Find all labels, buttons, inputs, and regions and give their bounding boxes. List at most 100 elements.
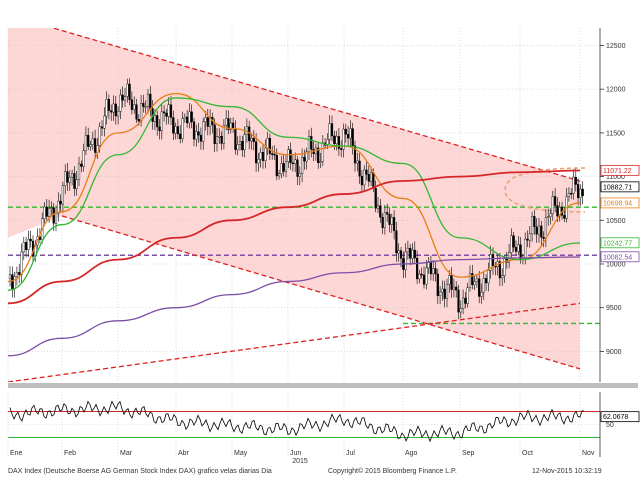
candle-body xyxy=(393,217,396,231)
x-tick-label: Oct xyxy=(522,450,533,457)
candle-body xyxy=(457,289,460,313)
candle-body xyxy=(485,278,488,284)
candle-body xyxy=(337,136,340,149)
candle-body xyxy=(144,106,147,108)
candle-body xyxy=(167,104,170,117)
candle-body xyxy=(367,174,370,182)
candle-body xyxy=(89,144,92,147)
candle-body xyxy=(123,96,127,101)
candle-body xyxy=(291,162,294,165)
x-tick-label: Nov xyxy=(582,450,595,457)
candle-body xyxy=(11,274,14,290)
candle-body xyxy=(577,184,580,199)
oscillator-tags: 62.0678 xyxy=(600,411,640,423)
candle-body xyxy=(25,242,28,251)
candle-body xyxy=(165,112,168,117)
candle-body xyxy=(462,297,465,309)
candle-body xyxy=(503,258,506,276)
candle-body xyxy=(579,188,582,199)
candle-body xyxy=(243,134,246,151)
candle-body xyxy=(188,111,191,124)
candle-body xyxy=(498,261,501,279)
candle-body xyxy=(524,238,527,259)
candle-body xyxy=(358,160,361,177)
candle-body xyxy=(133,104,136,110)
candle-body xyxy=(91,138,94,145)
candle-body xyxy=(259,152,262,160)
candle-body xyxy=(452,286,455,290)
candle-body xyxy=(510,235,513,253)
candle-body xyxy=(404,251,407,270)
candle-body xyxy=(574,176,577,185)
candle-body xyxy=(103,115,106,129)
candle-body xyxy=(172,117,175,134)
candle-body xyxy=(544,217,547,239)
candle-body xyxy=(468,273,472,288)
candle-body xyxy=(326,139,329,146)
candle-body xyxy=(317,147,320,163)
candle-body xyxy=(471,273,474,285)
y-tick-label: 10500 xyxy=(606,218,626,225)
candle-body xyxy=(411,249,414,259)
candles xyxy=(8,78,584,320)
candle-body xyxy=(100,126,104,129)
candle-body xyxy=(252,137,255,142)
oscillator-line xyxy=(9,400,585,443)
chart-description: DAX Index (Deutsche Boerse AG German Sto… xyxy=(8,468,272,475)
candle-body xyxy=(43,206,46,219)
candle-body xyxy=(455,286,458,291)
moving-averages xyxy=(8,92,581,357)
candle-body xyxy=(547,216,550,218)
candle-body xyxy=(416,257,419,280)
y-tick-label: 9000 xyxy=(606,349,622,356)
candle-body xyxy=(149,93,152,109)
candle-body xyxy=(572,176,575,194)
candle-body xyxy=(8,274,12,279)
candle-body xyxy=(376,205,380,209)
candle-body xyxy=(466,287,469,304)
candle-body xyxy=(162,111,166,114)
candle-body xyxy=(45,206,48,217)
candle-body xyxy=(195,131,198,140)
candle-body xyxy=(61,185,64,205)
candle-body xyxy=(491,254,495,267)
candle-body xyxy=(351,128,354,147)
candle-body xyxy=(284,161,288,172)
candle-body xyxy=(436,273,439,296)
candle-body xyxy=(514,247,518,252)
candle-body xyxy=(413,249,416,259)
candle-body xyxy=(289,149,292,164)
candle-body xyxy=(487,269,490,284)
candle-body xyxy=(13,276,16,290)
candle-body xyxy=(264,147,267,161)
candle-body xyxy=(519,244,522,260)
candle-body xyxy=(549,213,552,217)
y-tick-label: 11500 xyxy=(606,130,625,137)
candle-body xyxy=(459,308,462,313)
candle-body xyxy=(52,207,55,224)
candle-body xyxy=(303,156,306,162)
oscillator-ticks: 50 xyxy=(599,392,614,457)
candle-body xyxy=(112,103,115,113)
candle-body xyxy=(236,144,239,150)
candle-body xyxy=(80,163,83,167)
candle-body xyxy=(119,94,122,112)
price-tag-label: 10082.54 xyxy=(603,254,632,261)
candle-body xyxy=(282,163,285,172)
candle-body xyxy=(386,212,389,215)
candle-body xyxy=(153,115,156,122)
candle-body xyxy=(450,275,453,290)
candle-body xyxy=(342,128,345,150)
candle-body xyxy=(296,159,299,177)
candle-body xyxy=(245,126,248,135)
candle-body xyxy=(273,153,276,156)
candle-body xyxy=(294,159,297,165)
candle-body xyxy=(183,116,186,119)
y-tick-label: 12000 xyxy=(606,87,626,94)
candle-body xyxy=(533,216,536,227)
candle-body xyxy=(135,104,138,120)
candle-body xyxy=(344,128,347,135)
candle-body xyxy=(287,149,290,162)
copyright: Copyright© 2015 Bloomberg Finance L.P. xyxy=(328,468,457,475)
candle-body xyxy=(174,126,177,134)
